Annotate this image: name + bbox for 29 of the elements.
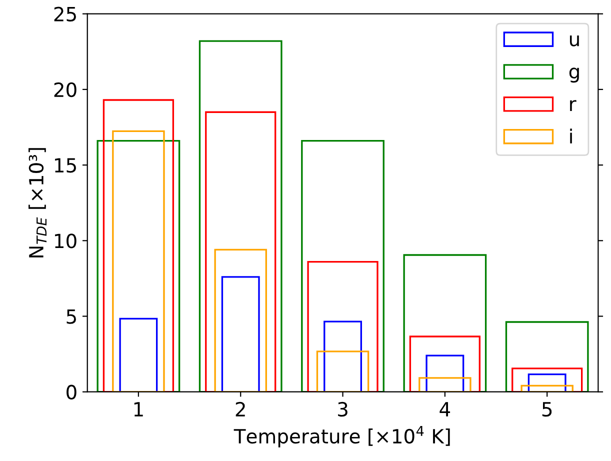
y-tick-label: 0: [66, 384, 76, 400]
x-tick-label: 4: [440, 402, 450, 416]
legend-label: u: [570, 35, 579, 46]
bar: [307, 260, 378, 392]
bar: [418, 377, 472, 392]
x-tick-label: 1: [134, 402, 143, 416]
bar: [102, 99, 174, 392]
bar: [221, 276, 260, 392]
legend-label: i: [570, 128, 572, 144]
bar: [198, 40, 282, 392]
y-tick-label: 5: [66, 309, 76, 324]
y-tick-label: 20: [54, 82, 76, 98]
x-tick-label: 2: [236, 402, 245, 416]
bar: [96, 140, 180, 392]
bar: [520, 384, 574, 392]
bar: [316, 350, 370, 392]
y-tick-label: 10: [55, 234, 76, 248]
bar: [205, 111, 276, 392]
legend-label: g: [569, 68, 579, 83]
x-axis-title: Temperature [×10$^{4}$ K]: [234, 426, 450, 448]
y-axis-title: N$_{TDE}$ [×10³]: [28, 148, 46, 258]
bar: [301, 140, 384, 392]
x-tick-label: 5: [542, 402, 552, 417]
y-tick-label: 25: [54, 6, 76, 22]
x-tick-label: 3: [338, 402, 348, 417]
legend-label: r: [570, 100, 576, 111]
bar: [214, 248, 267, 392]
bar: [112, 130, 165, 392]
y-tick-label: 15: [55, 158, 76, 173]
